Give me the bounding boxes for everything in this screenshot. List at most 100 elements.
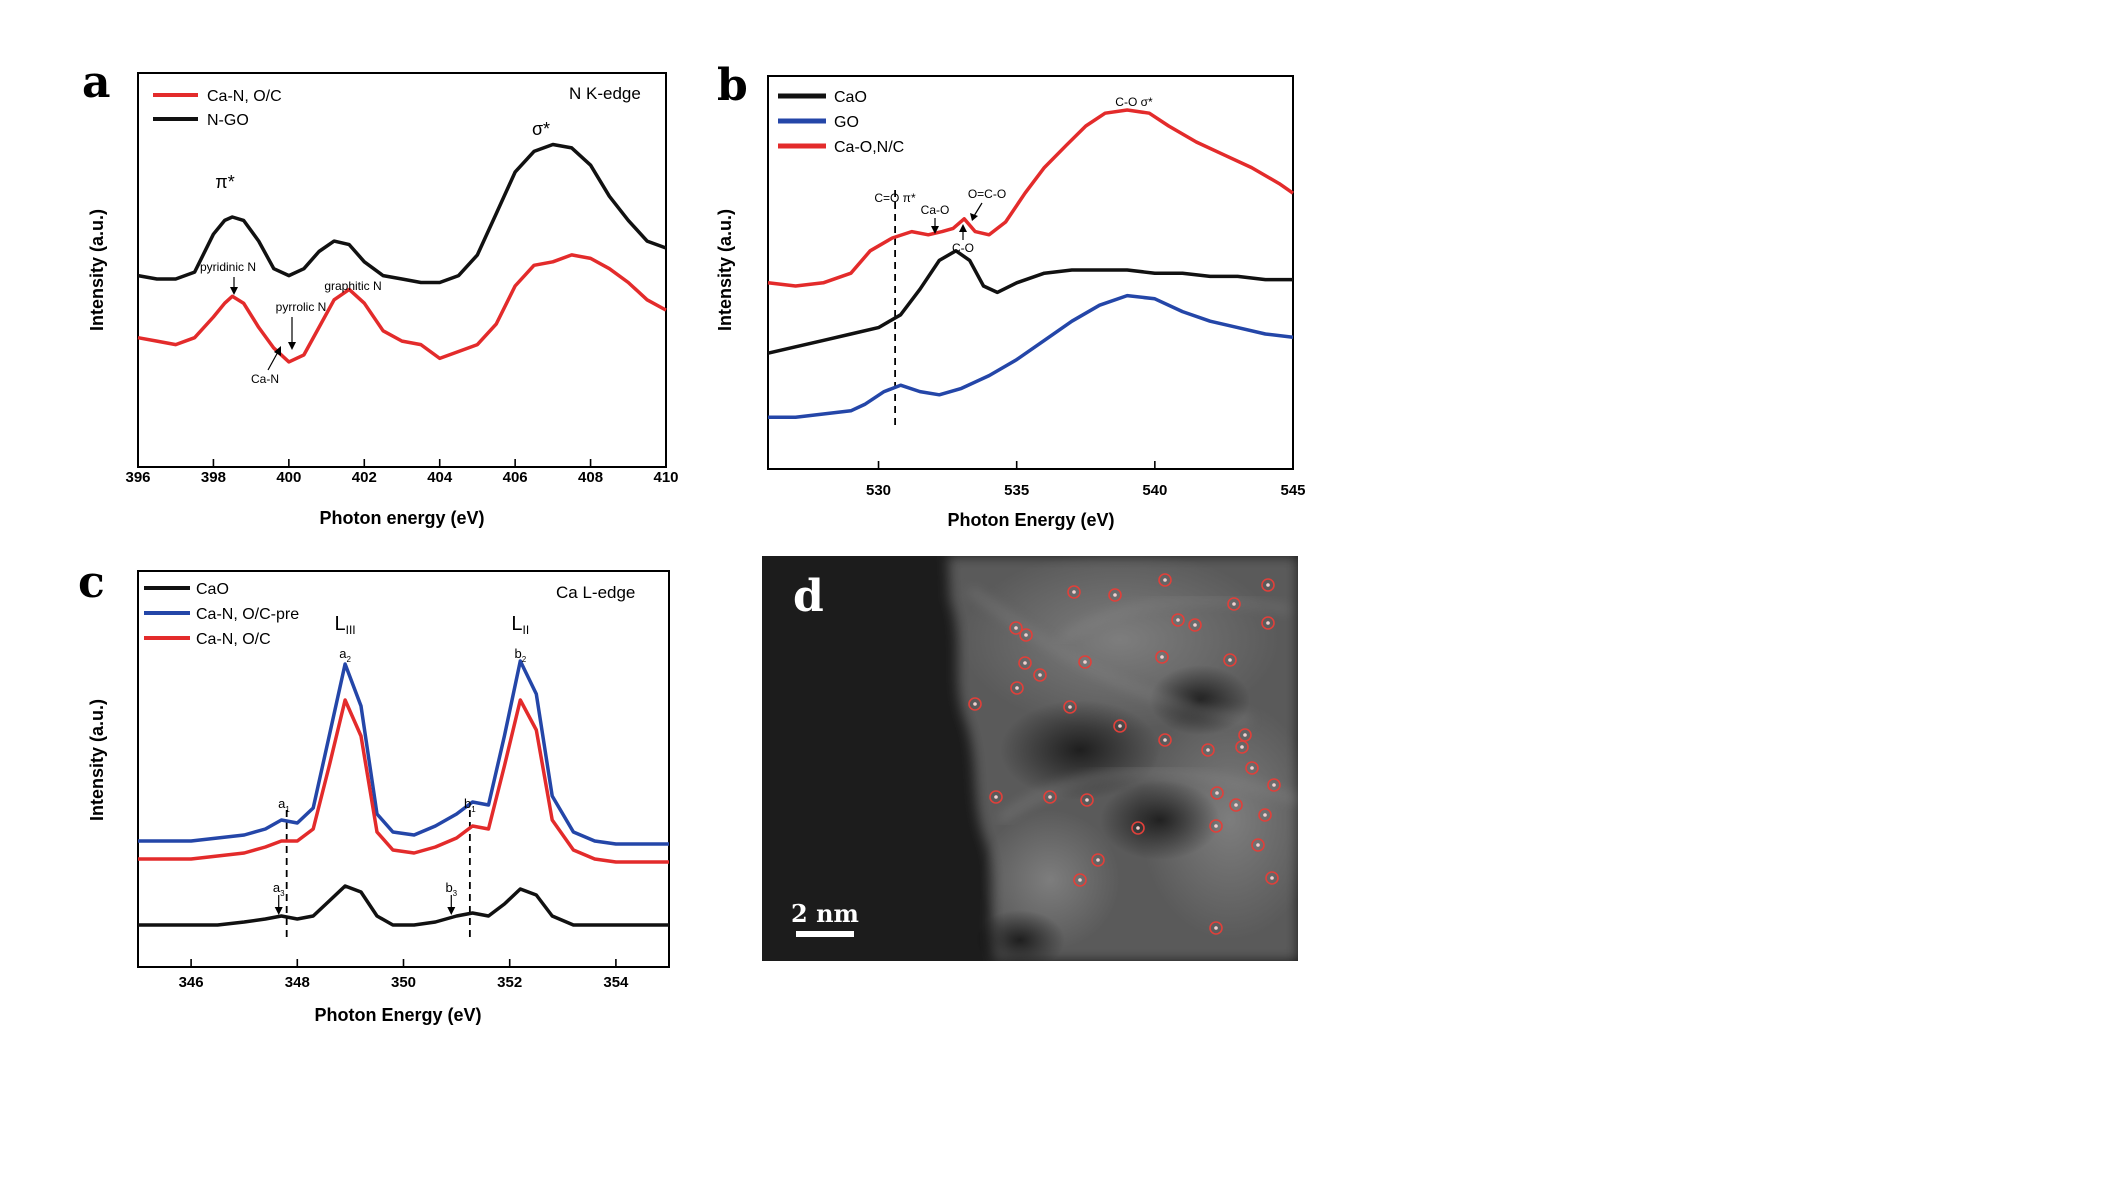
atom-dot-20 — [1240, 745, 1244, 749]
arrowhead-b-cao — [931, 226, 939, 234]
edge-label-a: N K-edge — [569, 84, 641, 103]
x-tick-label-a-6: 408 — [578, 469, 603, 486]
x-ticks-c: 346 348 350 352 354 — [179, 959, 629, 991]
atom-dot-6 — [1176, 618, 1180, 622]
x-tick-label-c-2: 350 — [391, 974, 416, 991]
arrowhead-a-pyrrolic — [288, 342, 296, 350]
arrowhead-a-can — [274, 346, 281, 356]
atom-marker-13 — [1033, 668, 1047, 682]
annotation-b-co: C-O — [952, 241, 974, 255]
peak-label-c-0: LIII — [335, 613, 356, 637]
x-tick-label-b-2: 540 — [1142, 482, 1167, 499]
annotation-a-pyrrolic: pyrrolic N — [276, 300, 327, 314]
x-ticks-a: 396 398 400 402 404 406 408 410 — [125, 459, 679, 486]
atom-marker-28 — [1258, 808, 1272, 822]
series-line-c-0 — [138, 884, 669, 927]
atom-dot-24 — [1048, 795, 1052, 799]
peak-label-c-6: a3 — [273, 880, 285, 898]
atom-marker-30 — [1209, 819, 1223, 833]
legend-c: CaO Ca-N, O/C-pre Ca-N, O/C — [144, 581, 299, 648]
peak-labels-c: LIII LII a2 b2 a1 b1 a3 b3 — [273, 613, 529, 915]
series-line-c-1 — [138, 659, 669, 846]
x-tick-label-a-1: 398 — [201, 469, 226, 486]
atom-dot-28 — [1263, 813, 1267, 817]
atom-marker-23 — [989, 790, 1003, 804]
atom-marker-16 — [968, 697, 982, 711]
atom-dot-33 — [1078, 878, 1082, 882]
legend-label-a-1: N-GO — [207, 112, 249, 129]
atom-dot-7 — [1193, 623, 1197, 627]
atom-marker-15 — [1063, 700, 1077, 714]
x-tick-label-a-2: 400 — [276, 469, 301, 486]
atom-marker-11 — [1223, 653, 1237, 667]
atom-marker-10 — [1155, 650, 1169, 664]
x-axis-title-b: Photon Energy (eV) — [947, 510, 1114, 530]
atom-dot-32 — [1096, 858, 1100, 862]
atom-dot-25 — [1085, 798, 1089, 802]
legend-label-b-0: CaO — [834, 89, 867, 106]
atom-marker-33 — [1073, 873, 1087, 887]
atom-dot-34 — [1270, 876, 1274, 880]
scale-bar — [796, 931, 854, 937]
x-tick-label-a-5: 406 — [503, 469, 528, 486]
atom-dot-29 — [1136, 826, 1140, 830]
legend-label-b-2: Ca-O,N/C — [834, 139, 904, 156]
x-tick-label-c-0: 346 — [179, 974, 204, 991]
atom-dot-27 — [1234, 803, 1238, 807]
annotation-b-cao: Ca-O — [921, 203, 950, 217]
annotation-b-co-pi: C=O π* — [874, 191, 916, 205]
atom-marker-29 — [1131, 821, 1145, 835]
atom-marker-27 — [1229, 798, 1243, 812]
x-ticks-b: 530 535 540 545 — [866, 461, 1306, 499]
series-line-a-0 — [137, 253, 667, 364]
y-axis-title-b: Intensity (a.u.) — [715, 209, 735, 331]
panel-letter-b: b — [717, 60, 748, 111]
atom-marker-14 — [1010, 681, 1024, 695]
atom-dot-10 — [1160, 655, 1164, 659]
annotation-b-co-sigma: C-O σ* — [1115, 95, 1153, 109]
atom-marker-6 — [1171, 613, 1185, 627]
atom-dot-15 — [1068, 705, 1072, 709]
atom-marker-4 — [1009, 621, 1023, 635]
atom-dot-16 — [973, 702, 977, 706]
atom-dot-31 — [1256, 843, 1260, 847]
series-line-b-1 — [768, 293, 1294, 419]
atom-marker-32 — [1091, 853, 1105, 867]
panel-letter-c: c — [78, 557, 105, 608]
atom-marker-19 — [1201, 743, 1215, 757]
x-tick-label-c-1: 348 — [285, 974, 310, 991]
atom-dot-35 — [1214, 926, 1218, 930]
peak-label-c-5: b1 — [464, 796, 476, 814]
y-axis-title-a: Intensity (a.u.) — [87, 209, 107, 331]
plot-frame-b — [767, 75, 1294, 470]
atom-marker-18 — [1158, 733, 1172, 747]
atom-dot-23 — [994, 795, 998, 799]
peak-label-c-2: a2 — [339, 646, 351, 664]
atom-dot-4 — [1014, 626, 1018, 630]
x-tick-label-a-3: 402 — [352, 469, 377, 486]
panel-b: b 530 535 540 545 Photon Energy (eV) Intens… — [715, 60, 1306, 530]
atom-marker-24 — [1043, 790, 1057, 804]
x-tick-label-b-0: 530 — [866, 482, 891, 499]
atom-dot-9 — [1083, 660, 1087, 664]
atom-marker-22 — [1267, 778, 1281, 792]
atom-marker-31 — [1251, 838, 1265, 852]
arrowhead-c-0 — [274, 907, 283, 915]
atom-marker-34 — [1265, 871, 1279, 885]
atom-marker-2 — [1158, 573, 1172, 587]
legend-label-c-1: Ca-N, O/C-pre — [196, 606, 299, 623]
atom-marker-0 — [1067, 585, 1081, 599]
atom-marker-1 — [1108, 588, 1122, 602]
arrowhead-b-oco — [970, 213, 978, 221]
x-tick-label-a-4: 404 — [427, 469, 453, 486]
legend-b: CaO GO Ca-O,N/C — [778, 89, 904, 156]
arrowhead-a-pyridinic — [230, 287, 238, 295]
atom-dot-5 — [1024, 633, 1028, 637]
series-line-a-1 — [137, 142, 667, 285]
atom-dot-8 — [1232, 602, 1236, 606]
atom-marker-7 — [1188, 618, 1202, 632]
atom-marker-36 — [1261, 616, 1275, 630]
atom-dot-17 — [1118, 724, 1122, 728]
atom-marker-12 — [1018, 656, 1032, 670]
